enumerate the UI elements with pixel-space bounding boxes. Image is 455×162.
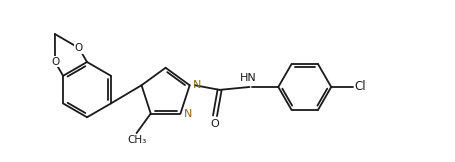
Text: O: O: [210, 119, 219, 129]
Text: HN: HN: [239, 73, 256, 83]
Text: O: O: [75, 43, 83, 53]
Text: Cl: Cl: [354, 81, 365, 93]
Text: N: N: [183, 109, 192, 119]
Text: CH₃: CH₃: [126, 135, 146, 145]
Text: O: O: [51, 57, 59, 67]
Text: N: N: [193, 80, 201, 90]
